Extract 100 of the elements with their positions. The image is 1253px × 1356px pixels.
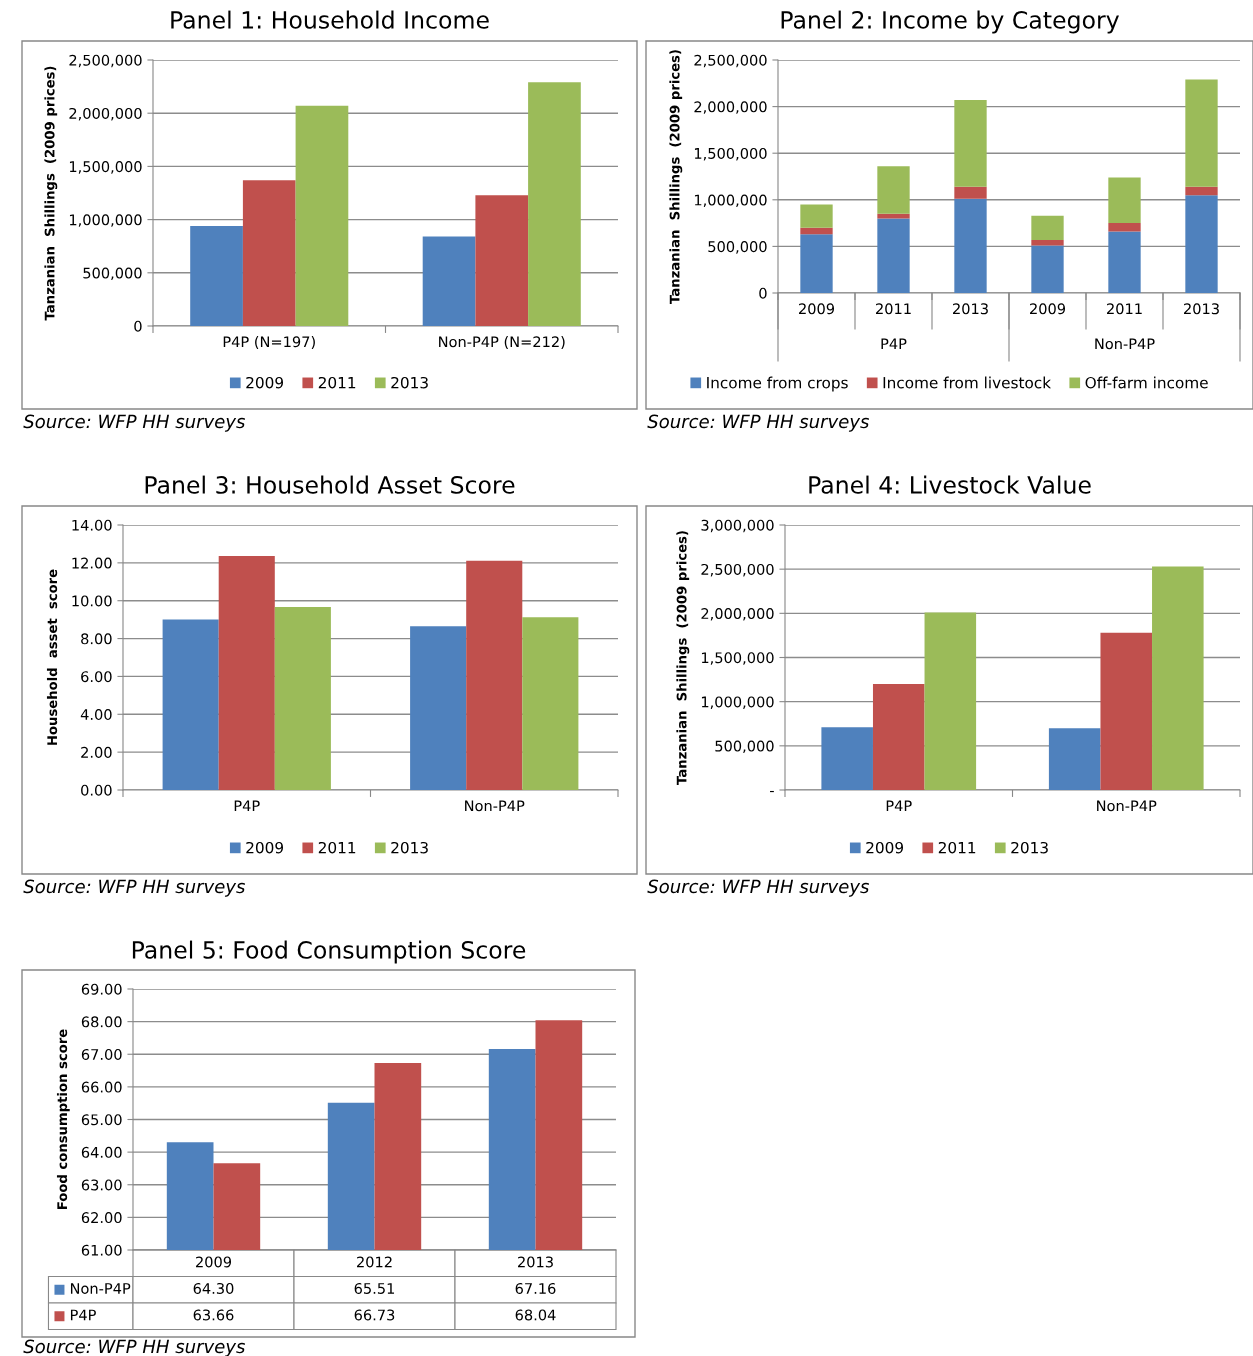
chart-title: Panel 1: Household Income — [171, 10, 489, 29]
bar — [1031, 239, 1064, 246]
legend-label: 2009 — [246, 841, 284, 854]
x-tick-label: Non-P4P (N=212) — [439, 336, 565, 349]
x-tick-label: 2009 — [196, 1256, 232, 1268]
legend-label: Non-P4P — [70, 1283, 131, 1294]
chart-title: Panel 4: Livestock Value — [809, 475, 1091, 494]
source-note: Source: WFP HH surveys — [23, 879, 246, 897]
y-axis-title: Tanzanian Shillings (2009 prices) — [676, 531, 690, 785]
y-tick-label: 1,500,000 — [701, 652, 774, 665]
y-tick-label: 2,000,000 — [694, 101, 767, 114]
bar — [295, 105, 349, 326]
bar — [1185, 195, 1218, 293]
y-tick-label: 69.00 — [81, 983, 122, 995]
legend-label: 2013 — [391, 841, 428, 854]
y-tick-label: 500,000 — [715, 740, 774, 754]
data-label: 63.66 — [193, 1309, 234, 1321]
y-tick-label: 10.00 — [72, 595, 112, 607]
y-tick-label: 61.00 — [81, 1244, 122, 1256]
bar — [1185, 79, 1218, 187]
chart-title: Panel 3: Household Asset Score — [145, 475, 515, 494]
bar — [422, 236, 476, 326]
bar — [475, 195, 529, 326]
x-tick-label: 2009 — [1030, 303, 1066, 315]
bar — [1108, 231, 1141, 293]
legend-label: 2009 — [246, 376, 284, 389]
bar — [410, 626, 467, 790]
y-tick-label: 0.00 — [81, 784, 112, 796]
x-tick-label: 2011 — [1107, 303, 1142, 315]
y-tick-label: 2,500,000 — [701, 563, 774, 577]
legend-label: 2013 — [1011, 841, 1048, 854]
y-tick-label: 62.00 — [81, 1212, 122, 1224]
bar — [522, 617, 579, 790]
y-tick-label: 67.00 — [81, 1048, 122, 1060]
y-tick-label: 12.00 — [72, 557, 112, 569]
chart-title: Panel 2: Income by Category — [781, 10, 1119, 34]
chart-title: Panel 5: Food Consumption Score — [132, 940, 526, 964]
bar — [162, 619, 219, 790]
y-axis-title: Food consumption score — [56, 1029, 70, 1210]
bar — [1048, 728, 1101, 790]
y-tick-label: 1,500,000 — [694, 147, 767, 161]
y-tick-label: 0 — [759, 287, 767, 299]
y-tick-label: - — [770, 790, 774, 793]
y-tick-label: 6.00 — [81, 671, 112, 683]
bar — [872, 684, 925, 790]
y-tick-label: 1,000,000 — [69, 214, 142, 227]
legend-label: 2011 — [938, 841, 976, 854]
bar — [274, 606, 331, 790]
bar — [528, 82, 581, 326]
bar — [821, 727, 873, 790]
data-label: 68.04 — [515, 1309, 556, 1321]
y-tick-label: 63.00 — [81, 1179, 122, 1191]
bar — [190, 225, 243, 326]
legend-label: Income from crops — [707, 376, 848, 392]
y-axis-title: Tanzanian Shillings (2009 prices) — [669, 50, 683, 304]
bar — [924, 612, 977, 790]
x-tick-label: 2013 — [1184, 303, 1219, 315]
source-note: Source: WFP HH surveys — [23, 1339, 246, 1356]
x-tick-label: P4P — [234, 800, 260, 812]
y-tick-label: 1,000,000 — [701, 696, 774, 709]
y-tick-label: 1,000,000 — [694, 194, 767, 208]
x-tick-label: P4P — [886, 800, 912, 812]
bar — [954, 186, 987, 199]
data-label: 67.16 — [515, 1282, 556, 1294]
bar — [218, 556, 275, 790]
bar — [242, 180, 296, 326]
legend-label: 2009 — [866, 841, 904, 854]
legend-label: 2013 — [391, 376, 428, 389]
y-axis-title: Household asset score — [46, 569, 58, 745]
x-tick-label: Non-P4P — [1097, 800, 1157, 812]
y-tick-label: 4.00 — [80, 709, 112, 721]
x-tick-label: 2009 — [799, 303, 835, 315]
y-tick-label: 2,500,000 — [69, 54, 142, 68]
bar — [1100, 632, 1153, 790]
bar — [877, 218, 910, 293]
y-tick-label: 2,000,000 — [69, 107, 142, 121]
bar — [1185, 186, 1218, 196]
x-tick-label: P4P (N=197) — [223, 336, 315, 349]
legend-label: 2011 — [318, 841, 356, 854]
y-tick-label: 2,500,000 — [694, 54, 767, 68]
source-note: Source: WFP HH surveys — [647, 879, 870, 897]
bar — [800, 234, 833, 293]
source-note: Source: WFP HH surveys — [23, 414, 246, 432]
y-tick-label: 68.00 — [81, 1016, 122, 1028]
bar — [954, 198, 987, 293]
bar — [800, 204, 833, 228]
legend-label: Income from livestock — [883, 376, 1052, 389]
bar — [1031, 215, 1064, 240]
bar — [466, 560, 523, 790]
legend-label: P4P — [70, 1309, 96, 1321]
data-label: 64.30 — [193, 1282, 234, 1294]
bar — [1108, 177, 1141, 224]
x-tick-label: 2012 — [357, 1256, 392, 1268]
y-tick-label: 65.00 — [81, 1114, 122, 1126]
y-tick-label: 8.00 — [81, 633, 112, 645]
bar — [1108, 223, 1141, 232]
y-tick-label: 1,500,000 — [69, 161, 142, 174]
bar — [877, 166, 910, 214]
data-label: 66.73 — [354, 1309, 395, 1321]
y-tick-label: 500,000 — [708, 241, 767, 254]
